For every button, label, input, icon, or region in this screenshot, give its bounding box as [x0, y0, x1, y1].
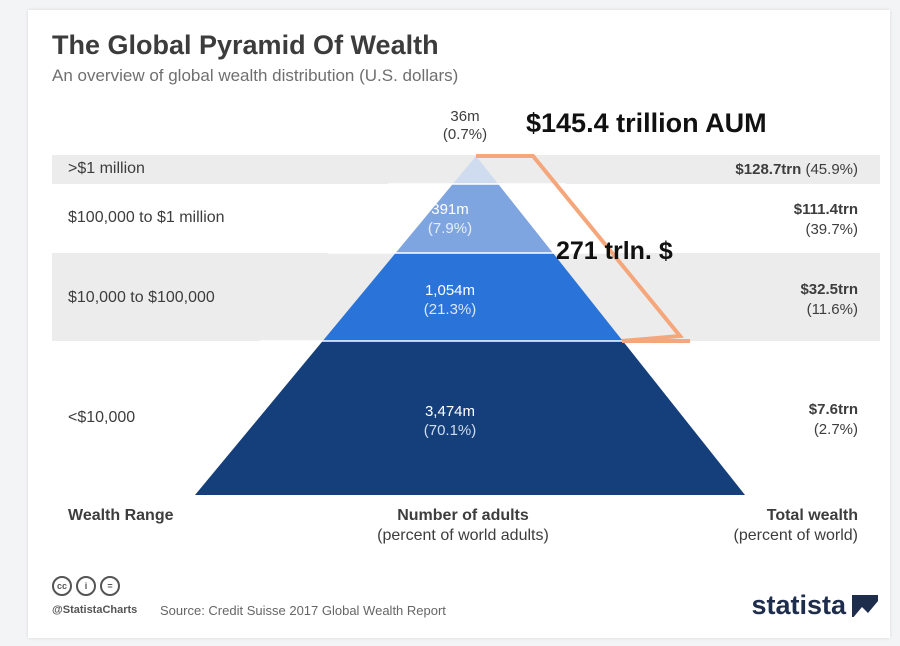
tier-top-adults: 36m (0.7%)	[0, 108, 900, 144]
tier-base-adults-count: 3,474m	[424, 403, 476, 420]
chart-title: The Global Pyramid Of Wealth	[52, 30, 439, 60]
statista-logo-icon	[852, 594, 878, 619]
aum-annotation: $145.4 trillion AUM	[526, 108, 767, 138]
wealth-pct: (45.9%)	[805, 161, 858, 178]
wealth-amount: $7.6trn	[808, 401, 858, 418]
license-icons: cc i =	[52, 576, 120, 596]
by-icon: i	[76, 576, 96, 596]
header-wealth-range: Wealth Range	[68, 507, 174, 524]
pyramid-tier-base	[195, 341, 745, 495]
header-adults: Number of adults (percent of world adult…	[300, 506, 626, 546]
header-total-wealth-sub: (percent of world)	[733, 527, 859, 544]
header-total-wealth: Total wealth (percent of world)	[734, 506, 859, 546]
annotation-bracket	[476, 154, 690, 343]
tier-top-adults-pct: (0.7%)	[442, 126, 488, 143]
range-label-tier-4: <$10,000	[68, 409, 136, 426]
tier-base-adults: 3,474m (70.1%)	[0, 402, 900, 440]
range-label-tier-3: $10,000 to $100,000	[68, 289, 215, 306]
wealth-amount: $32.5trn	[800, 281, 858, 298]
wealth-value-tier-3: $32.5trn (11.6%)	[800, 280, 858, 320]
tier-top-adults-count: 36m	[450, 108, 480, 125]
wealth-pct: (11.6%)	[806, 301, 858, 318]
header-adults-sub: (percent of world adults)	[377, 527, 549, 544]
wealth-amount: $128.7trn	[735, 161, 802, 178]
header-adults-title: Number of adults	[397, 507, 529, 524]
wealth-value-tier-1: $128.7trn (45.9%)	[735, 160, 858, 180]
pyramid-tier-top	[452, 156, 499, 184]
tier-upper-adults-pct: (7.9%)	[427, 220, 473, 237]
header-total-wealth-title: Total wealth	[766, 507, 858, 524]
tier-middle-adults-pct: (21.3%)	[423, 301, 477, 318]
equals-icon: =	[100, 576, 120, 596]
wealth-value-tier-4: $7.6trn (2.7%)	[809, 400, 858, 440]
wealth-amount: $111.4trn	[793, 201, 858, 218]
tier-base-adults-pct: (70.1%)	[423, 422, 477, 439]
statista-logo: statista	[751, 590, 878, 621]
source-note: Source: Credit Suisse 2017 Global Wealth…	[160, 603, 446, 618]
range-label-tier-1: >$1 million	[68, 160, 145, 177]
range-label-tier-2: $100,000 to $1 million	[68, 209, 225, 226]
pyramid-tier-upper	[395, 184, 553, 253]
total-annotation: 271 trln. $	[556, 237, 673, 265]
wealth-pct: (39.7%)	[805, 221, 858, 238]
tier-middle-adults-count: 1,054m	[424, 282, 476, 299]
statista-handle: @StatistaCharts	[52, 604, 138, 616]
cc-icon: cc	[52, 576, 72, 596]
wealth-pct: (2.7%)	[813, 421, 858, 438]
tier-upper-adults-count: 391m	[431, 201, 469, 218]
wealth-value-tier-2: $111.4trn (39.7%)	[794, 200, 858, 240]
pyramid-tier-middle	[322, 253, 623, 341]
tier-upper-adults: 391m (7.9%)	[0, 200, 900, 238]
tier-middle-adults: 1,054m (21.3%)	[0, 281, 900, 319]
statista-wordmark: statista	[751, 590, 846, 620]
chart-subtitle: An overview of global wealth distributio…	[52, 66, 459, 85]
